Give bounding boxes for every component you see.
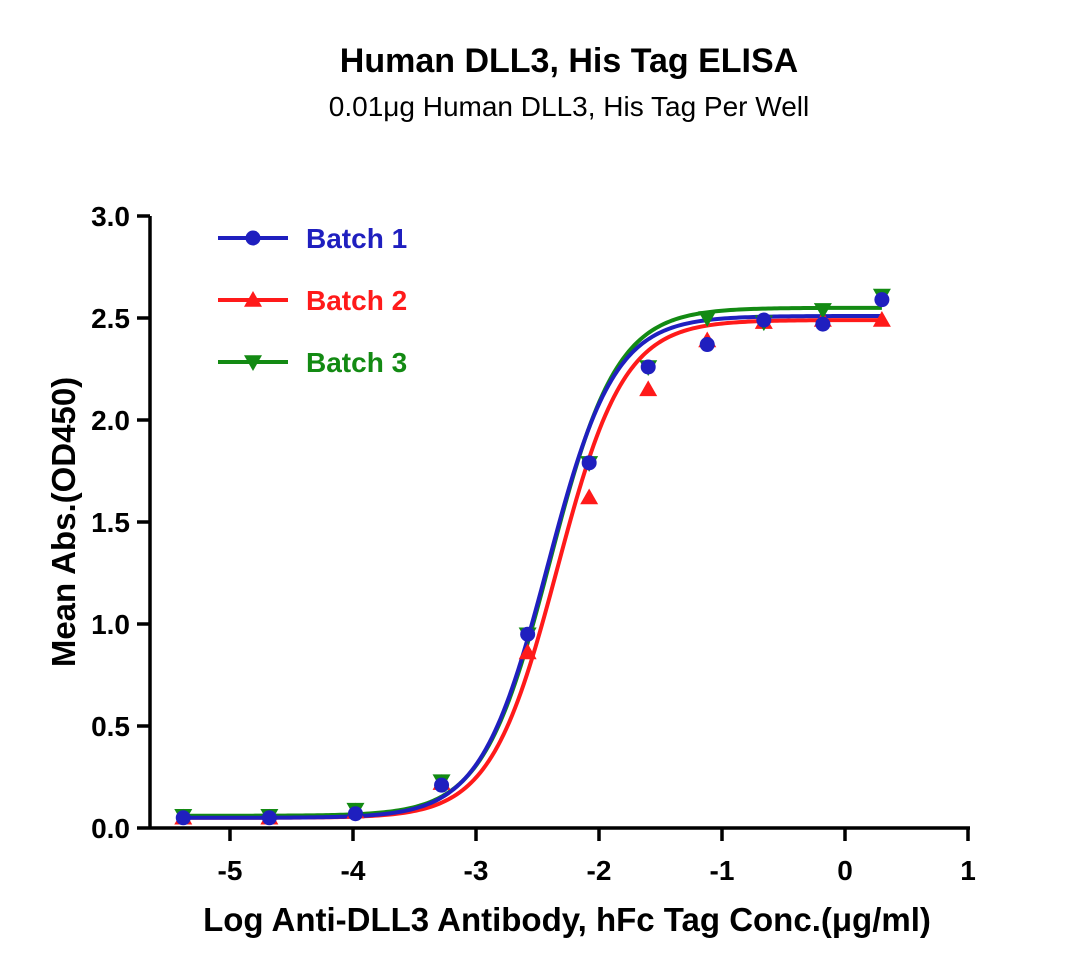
- legend-label-1: Batch 1: [306, 223, 407, 254]
- x-tick-label: -1: [710, 855, 735, 886]
- x-axis-title: Log Anti-DLL3 Antibody, hFc Tag Conc.(μg…: [203, 901, 931, 938]
- y-tick-label: 1.5: [91, 507, 130, 538]
- data-point-batch-1: [581, 455, 597, 471]
- x-tick-label: -3: [464, 855, 489, 886]
- data-point-batch-1: [347, 806, 363, 822]
- x-tick-label: 0: [837, 855, 853, 886]
- fit-curve-2: [183, 318, 882, 820]
- legend-label-2: Batch 2: [306, 285, 407, 316]
- y-tick-label: 2.0: [91, 405, 130, 436]
- legend-marker-2: [244, 291, 262, 307]
- y-axis-ticks: 0.0 0.5 1.0 1.5 2.0 2.5 3.0: [91, 201, 150, 844]
- data-point-batch-2: [518, 643, 537, 660]
- x-tick-label: -4: [341, 855, 366, 886]
- data-point-batch-2: [580, 488, 599, 505]
- data-point-batch-1: [756, 312, 772, 328]
- chart-subtitle: 0.01μg Human DLL3, His Tag Per Well: [329, 91, 809, 122]
- data-point-batch-1: [699, 337, 715, 353]
- x-axis-ticks: -5 -4 -3 -2 -1 0 1: [218, 828, 976, 886]
- y-tick-label: 3.0: [91, 201, 130, 232]
- legend-label-3: Batch 3: [306, 347, 407, 378]
- fit-curve-1: [183, 313, 882, 820]
- data-points: [174, 288, 891, 826]
- data-point-batch-3: [813, 303, 832, 319]
- data-point-batch-1: [640, 359, 656, 375]
- data-point-batch-3: [698, 311, 717, 327]
- data-point-batch-1: [261, 810, 277, 826]
- y-tick-label: 0.0: [91, 813, 130, 844]
- data-point-batch-2: [639, 380, 658, 397]
- fit-curves: [183, 305, 882, 820]
- x-tick-label: 1: [960, 855, 976, 886]
- data-point-batch-2: [872, 311, 891, 327]
- y-tick-label: 0.5: [91, 711, 130, 742]
- data-point-batch-1: [434, 777, 450, 793]
- legend-marker-3: [244, 355, 262, 371]
- y-tick-label: 2.5: [91, 303, 130, 334]
- data-point-batch-1: [520, 626, 536, 642]
- data-point-batch-1: [175, 810, 191, 826]
- fit-curve-3: [183, 305, 882, 818]
- data-point-batch-1: [815, 316, 831, 332]
- x-tick-label: -2: [587, 855, 612, 886]
- legend: Batch 1 Batch 2 Batch 3: [218, 223, 407, 378]
- y-axis-title: Mean Abs.(OD450): [45, 377, 82, 667]
- chart-title: Human DLL3, His Tag ELISA: [340, 42, 798, 80]
- x-tick-label: -5: [218, 855, 243, 886]
- legend-marker-1: [245, 230, 261, 246]
- data-point-batch-1: [874, 292, 890, 308]
- y-tick-label: 1.0: [91, 609, 130, 640]
